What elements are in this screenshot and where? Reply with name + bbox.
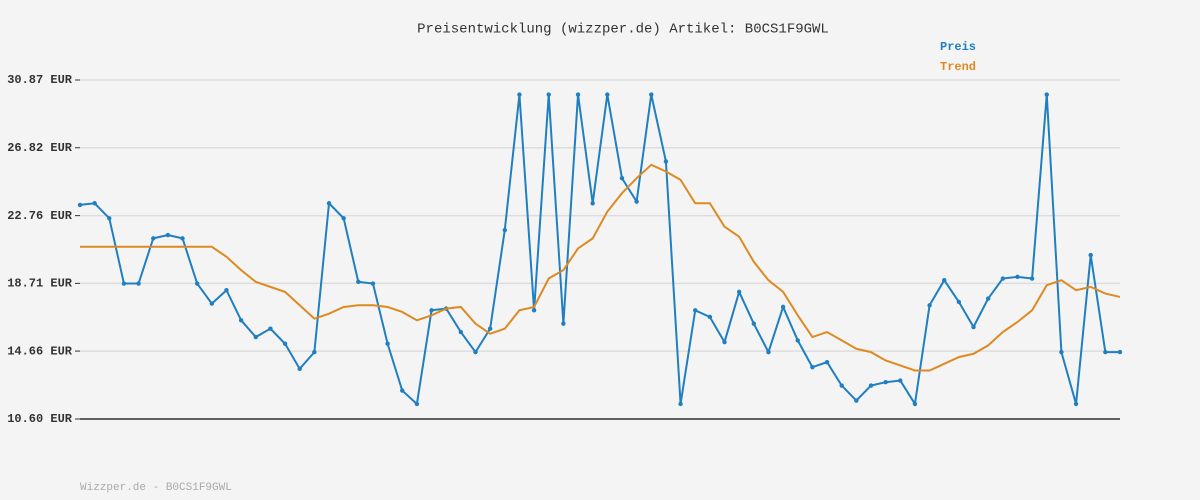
data-point — [92, 201, 97, 206]
data-point — [590, 201, 595, 206]
data-point — [414, 401, 420, 407]
data-point — [253, 334, 258, 340]
data-point — [531, 308, 537, 313]
data-point — [736, 289, 742, 295]
data-point — [663, 159, 669, 164]
data-point — [693, 308, 698, 313]
data-point — [282, 341, 288, 346]
data-point — [561, 321, 566, 326]
data-point — [546, 92, 551, 97]
data-point — [107, 216, 112, 221]
data-point — [1000, 276, 1006, 281]
data-point — [824, 359, 830, 365]
data-point — [839, 383, 844, 388]
data-point — [605, 92, 610, 97]
data-point — [1059, 349, 1064, 355]
data-point — [502, 227, 507, 233]
data-point — [634, 199, 639, 204]
data-point — [1103, 349, 1108, 355]
legend-label: Preis — [940, 40, 976, 54]
data-point — [766, 349, 771, 355]
y-tick-label: 14.66 EUR — [7, 344, 73, 358]
data-point — [151, 236, 156, 241]
data-point — [370, 281, 376, 286]
data-point — [927, 303, 932, 308]
data-point — [751, 321, 757, 326]
data-point — [1088, 252, 1093, 258]
data-point — [194, 281, 200, 286]
data-point — [326, 201, 332, 206]
chart-title: Preisentwicklung (wizzper.de) Artikel: B… — [417, 22, 829, 38]
data-point — [780, 304, 786, 310]
data-point — [854, 398, 859, 403]
data-point — [400, 388, 405, 393]
data-point — [517, 92, 522, 97]
data-point — [1044, 92, 1049, 97]
data-point — [356, 279, 361, 285]
data-point — [619, 175, 625, 181]
y-tick-label: 30.87 EUR — [7, 73, 73, 87]
data-point — [912, 401, 918, 407]
y-tick-label: 26.82 EUR — [7, 141, 73, 155]
data-point — [1117, 349, 1123, 355]
data-point — [678, 401, 683, 407]
data-point — [165, 232, 171, 238]
data-point — [209, 301, 215, 306]
data-point — [898, 378, 903, 383]
data-point — [268, 326, 273, 331]
data-point — [722, 339, 727, 345]
data-point — [77, 202, 83, 208]
data-point — [121, 281, 127, 286]
data-point — [956, 299, 962, 305]
data-point — [868, 383, 874, 388]
legend-label: Trend — [940, 60, 976, 74]
data-point — [136, 281, 141, 286]
series-line — [79, 94, 1120, 407]
data-point — [180, 236, 185, 241]
data-point — [971, 324, 976, 330]
data-point — [429, 308, 434, 313]
data-point — [385, 341, 390, 346]
data-point — [985, 296, 991, 301]
y-tick-label: 10.60 EUR — [7, 412, 73, 426]
data-point — [238, 318, 244, 323]
data-point — [810, 364, 815, 370]
data-point — [649, 92, 654, 97]
data-point — [1015, 274, 1020, 280]
series-line — [80, 163, 1121, 372]
data-point — [224, 288, 229, 293]
data-point — [575, 92, 581, 97]
data-point — [795, 338, 800, 343]
data-point — [1029, 276, 1035, 281]
data-point — [473, 349, 478, 355]
data-point — [458, 329, 464, 335]
data-point — [1073, 401, 1079, 407]
data-point — [707, 314, 713, 320]
data-point — [341, 216, 346, 221]
y-tick-label: 22.76 EUR — [7, 209, 73, 223]
data-point — [297, 366, 302, 372]
footer: Wizzper.de - B0CS1F9GWL — [80, 482, 232, 494]
data-point — [487, 326, 493, 331]
data-point — [942, 277, 947, 283]
y-tick-label: 18.71 EUR — [7, 277, 73, 291]
data-point — [312, 349, 317, 355]
data-point — [883, 380, 888, 385]
